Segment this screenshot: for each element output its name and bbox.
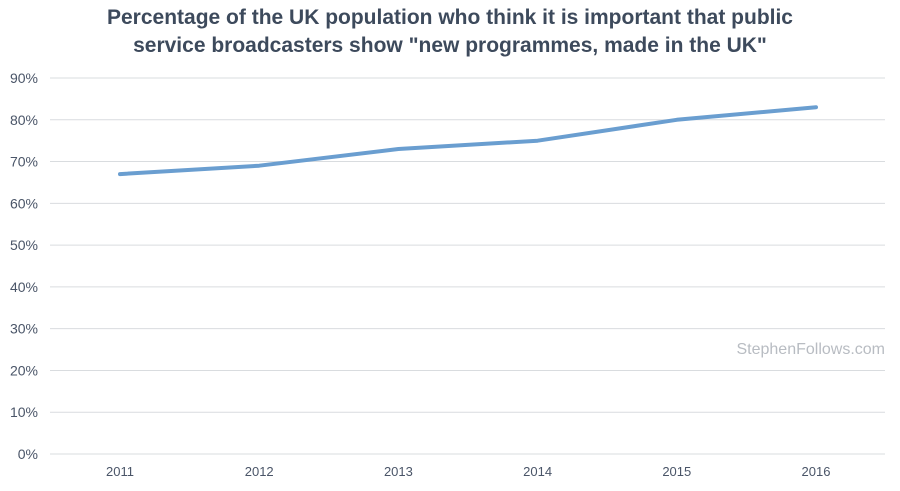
x-axis-tick-labels: 2011 2012 2013 2014 2015 2016: [106, 464, 830, 479]
chart-title-line-2: service broadcasters show "new programme…: [133, 34, 767, 57]
y-tick-label: 0%: [18, 446, 38, 462]
y-tick-label: 20%: [10, 362, 38, 378]
chart-title-line-1: Percentage of the UK population who thin…: [106, 6, 793, 29]
x-tick-label: 2011: [106, 464, 134, 479]
x-tick-label: 2016: [802, 464, 831, 479]
series-lines: [118, 105, 818, 177]
y-tick-label: 60%: [10, 195, 38, 211]
y-tick-label: 90%: [10, 70, 38, 86]
x-tick-label: 2015: [662, 464, 691, 479]
y-axis-tick-labels: 0% 10% 20% 30% 40% 50% 60% 70% 80% 90%: [10, 70, 38, 462]
y-tick-label: 70%: [10, 154, 38, 170]
y-tick-label: 50%: [10, 237, 38, 253]
gridlines: [50, 77, 885, 455]
y-tick-label: 80%: [10, 112, 38, 128]
x-tick-label: 2013: [384, 464, 413, 479]
y-tick-label: 30%: [10, 321, 38, 337]
x-tick-label: 2014: [523, 464, 552, 479]
chart-title: Percentage of the UK population who thin…: [0, 4, 900, 60]
watermark-text: StephenFollows.com: [736, 341, 885, 358]
y-tick-label: 10%: [10, 404, 38, 420]
y-tick-label: 40%: [10, 279, 38, 295]
series-line-0: [118, 105, 818, 177]
x-tick-label: 2012: [245, 464, 274, 479]
